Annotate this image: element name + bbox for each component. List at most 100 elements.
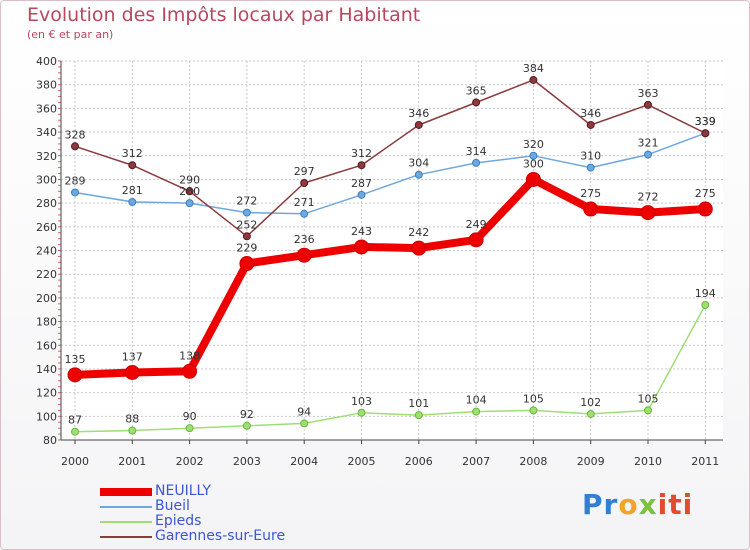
data-point	[242, 421, 251, 430]
data-label: 314	[466, 145, 487, 158]
data-point	[124, 364, 140, 380]
data-label: 138	[179, 349, 200, 362]
data-label: 312	[351, 147, 372, 160]
data-point	[354, 239, 369, 255]
data-point	[182, 363, 198, 379]
y-tick-label: 300	[36, 173, 57, 186]
data-label: 252	[236, 218, 257, 231]
data-point	[185, 199, 194, 208]
data-point	[644, 150, 652, 159]
data-point	[644, 406, 652, 415]
chart-subtitle: (en € et par an)	[27, 28, 114, 41]
data-point	[468, 232, 484, 248]
y-tick-label: 320	[36, 150, 57, 163]
data-label: 281	[122, 184, 143, 197]
data-label: 365	[466, 84, 487, 97]
data-label: 90	[183, 410, 197, 423]
data-point	[300, 419, 309, 428]
data-label: 363	[638, 87, 659, 100]
data-label: 271	[294, 196, 315, 209]
x-tick-label: 2008	[519, 455, 547, 468]
data-point	[414, 411, 423, 420]
legend-item: Garennes-sur-Eure	[100, 529, 340, 544]
y-tick-label: 100	[36, 410, 57, 423]
data-label: 194	[695, 287, 716, 300]
x-tick-label: 2005	[348, 455, 376, 468]
data-point	[414, 170, 423, 179]
data-point	[185, 187, 194, 196]
data-label: 105	[638, 392, 659, 405]
x-tick-label: 2003	[233, 455, 261, 468]
data-label: 88	[125, 413, 139, 426]
x-tick-label: 2011	[691, 455, 719, 468]
legend: NEUILLY Bueil Epieds Garennes-sur-Eure	[100, 484, 340, 544]
data-point	[472, 158, 481, 167]
data-point	[701, 300, 710, 309]
y-tick-label: 180	[36, 316, 57, 329]
data-point	[529, 151, 538, 160]
data-label: 280	[179, 185, 200, 198]
y-tick-label: 200	[36, 292, 57, 305]
data-label: 289	[65, 174, 86, 187]
data-label: 105	[523, 392, 544, 405]
data-point	[525, 171, 541, 187]
data-label: 300	[523, 157, 544, 170]
data-point	[472, 98, 481, 107]
data-label: 249	[466, 218, 487, 231]
logo-part: o	[618, 488, 639, 521]
x-tick-label: 2007	[462, 455, 490, 468]
data-label: 135	[65, 353, 86, 366]
legend-swatch	[100, 536, 152, 538]
data-point	[586, 120, 595, 129]
data-point	[67, 367, 83, 383]
data-point	[357, 161, 366, 170]
legend-label: Epieds	[155, 513, 202, 529]
data-label: 310	[580, 150, 601, 163]
data-label: 297	[294, 165, 315, 178]
data-point	[644, 100, 652, 109]
y-tick-label: 280	[36, 197, 57, 210]
data-point	[296, 247, 312, 263]
data-label: 236	[294, 233, 315, 246]
data-point	[300, 178, 309, 187]
x-tick-label: 2000	[61, 455, 89, 468]
x-tick-label: 2004	[290, 455, 318, 468]
series-line-neuilly	[71, 175, 710, 379]
data-point	[128, 161, 137, 170]
x-tick-label: 2001	[118, 455, 146, 468]
legend-item: Bueil	[100, 499, 340, 514]
legend-item: Epieds	[100, 514, 340, 529]
x-tick-label: 2006	[405, 455, 433, 468]
data-point	[697, 201, 713, 217]
series-line-garennes-sur-eure	[74, 79, 707, 238]
y-tick-label: 80	[43, 434, 57, 447]
legend-label: Garennes-sur-Eure	[155, 528, 286, 544]
y-tick-label: 380	[36, 79, 57, 92]
data-label: 87	[68, 414, 82, 427]
x-tick-label: 2009	[577, 455, 605, 468]
data-label: 304	[408, 157, 429, 170]
data-point	[71, 427, 79, 436]
logo-part: iti	[657, 488, 694, 521]
data-point	[128, 197, 137, 206]
data-point	[586, 163, 595, 172]
data-point	[529, 406, 538, 415]
x-tick-label: 2002	[176, 455, 204, 468]
data-point	[529, 75, 538, 84]
y-tick-label: 140	[36, 363, 57, 376]
data-point	[472, 407, 481, 416]
data-label: 275	[695, 187, 716, 200]
data-label: 328	[65, 128, 86, 141]
data-label: 312	[122, 147, 143, 160]
data-label: 339	[695, 115, 716, 128]
y-tick-label: 340	[36, 126, 57, 139]
data-point	[701, 129, 710, 138]
data-point	[586, 409, 595, 418]
data-label: 272	[638, 191, 659, 204]
legend-label: Bueil	[155, 498, 190, 514]
legend-swatch	[100, 488, 152, 496]
data-label: 346	[408, 107, 429, 120]
data-label: 275	[580, 187, 601, 200]
data-label: 384	[523, 62, 544, 75]
